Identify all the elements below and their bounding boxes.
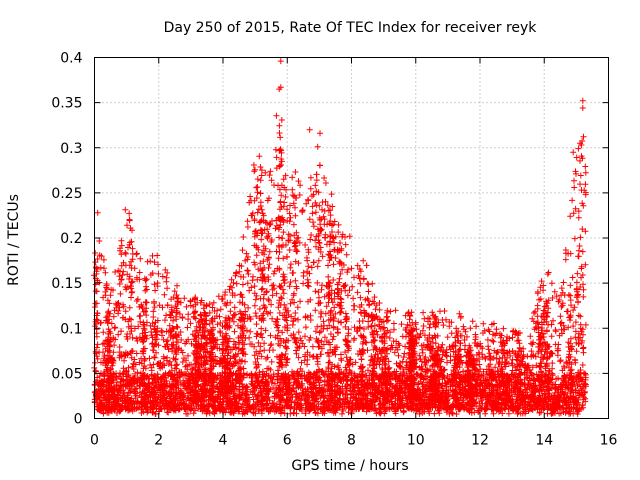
y-tick-label: 0 [74,412,83,428]
x-tick-label: 0 [90,433,99,449]
y-tick-label: 0.05 [51,366,82,382]
y-tick-label: 0.15 [51,276,82,292]
x-tick-labels: 0 2 4 6 8 10 12 14 16 [90,433,617,449]
y-tick-labels: 0 0.05 0.1 0.15 0.2 0.25 0.3 0.35 0.4 [51,51,82,428]
y-tick-label: 0.1 [60,321,82,337]
data-points [90,58,589,417]
y-tick-label: 0.2 [60,231,82,247]
x-tick-label: 6 [283,433,292,449]
y-axis-label: ROTI / TECUs [6,194,22,286]
y-tick-label: 0.25 [51,186,82,202]
y-tick-label: 0.35 [51,96,82,112]
y-tick-label: 0.3 [60,141,82,157]
roti-markers [90,58,589,417]
x-tick-label: 4 [219,433,228,449]
x-tick-label: 2 [154,433,163,449]
x-tick-label: 8 [347,433,356,449]
x-tick-label: 12 [471,433,489,449]
x-axis-label: GPS time / hours [291,458,408,474]
chart-title: Day 250 of 2015, Rate Of TEC Index for r… [164,20,538,36]
y-tick-label: 0.4 [60,51,82,67]
x-tick-label: 14 [535,433,553,449]
grid-layer [94,57,609,419]
x-tick-label: 10 [407,433,425,449]
axis-ticks [94,57,609,419]
x-tick-label: 16 [600,433,618,449]
